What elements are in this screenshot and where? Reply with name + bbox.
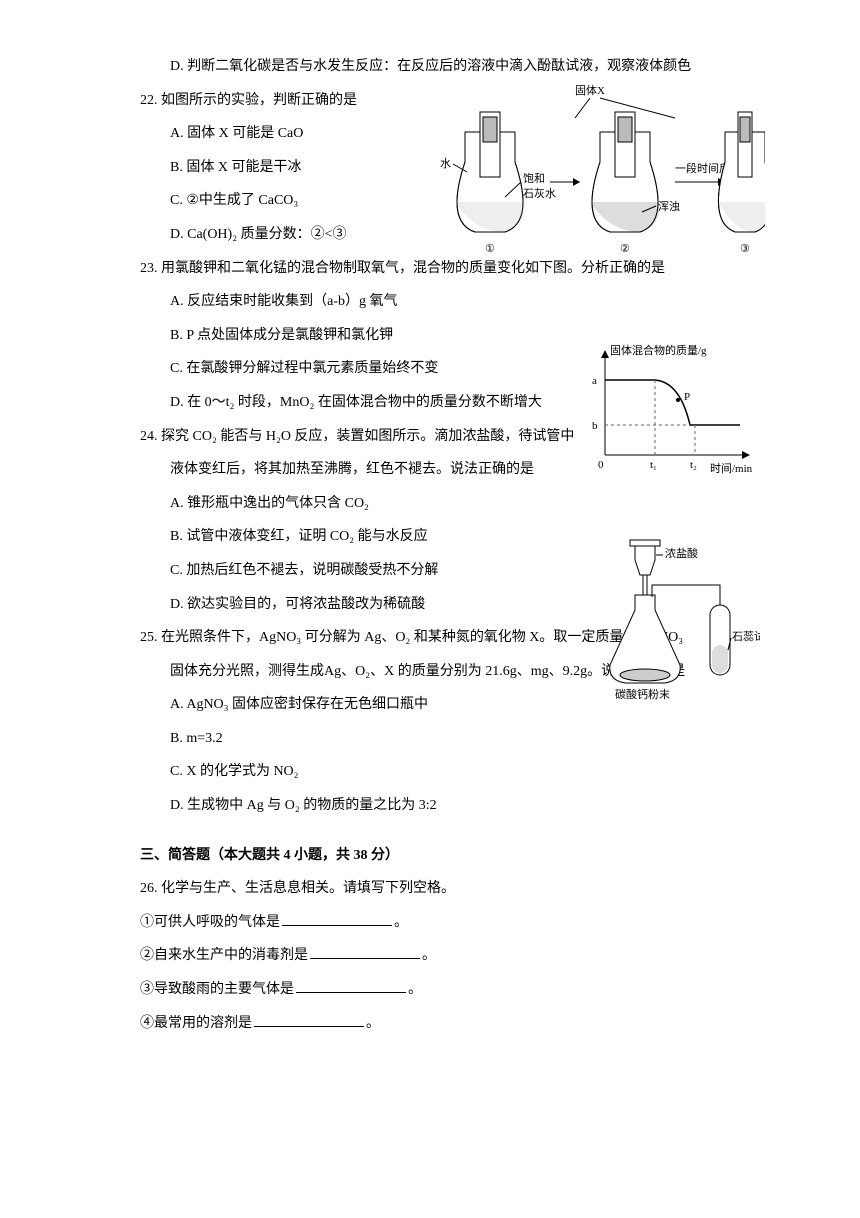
q25-opt-d: D. 生成物中 Ag 与 O₂ 的物质的量之比为 3:2 — [140, 789, 750, 823]
svg-text:水: 水 — [440, 157, 451, 170]
svg-text:石灰水: 石灰水 — [523, 186, 556, 200]
svg-text:t₁: t₁ — [650, 459, 657, 471]
svg-text:③: ③ — [740, 243, 750, 255]
svg-text:b: b — [592, 420, 598, 432]
period: 。 — [394, 915, 408, 930]
q24-opt-b: B. 试管中液体变红，证明 CO₂ 能与水反应 — [140, 520, 570, 554]
q24-opt-a: A. 锥形瓶中逸出的气体只含 CO₂ — [140, 487, 570, 521]
q26-b3-text: ③导致酸雨的主要气体是 — [140, 982, 294, 997]
period: 。 — [422, 948, 436, 963]
q23-figure: 固体混合物的质量/g 时间/min a b P 0 t₁ t₂ — [580, 340, 760, 480]
label-solid-x: 固体X — [575, 83, 605, 97]
svg-text:a: a — [592, 375, 597, 387]
svg-text:固体混合物的质量/g: 固体混合物的质量/g — [610, 343, 707, 357]
blank-field[interactable] — [296, 979, 406, 993]
q23-opt-b: B. P 点处固体成分是氯酸钾和氯化钾 — [140, 319, 570, 353]
q25-opt-b: B. m=3.2 — [140, 722, 750, 756]
q24-opt-c: C. 加热后红色不褪去，说明碳酸受热不分解 — [140, 554, 570, 588]
section-3-title: 三、简答题（本大题共 4 小题，共 38 分） — [140, 839, 750, 873]
q22-figure: 固体X 水 饱和 石灰水 ① 浑浊 ② 一段时间后 ③ — [425, 82, 765, 272]
svg-text:0: 0 — [598, 459, 604, 471]
q26-blank-1: ①可供人呼吸的气体是 。 — [140, 906, 750, 940]
q23-opt-d: D. 在 0～t₂ 时段，MnO₂ 在固体混合物中的质量分数不断增大 — [140, 386, 570, 420]
svg-text:②: ② — [620, 243, 630, 255]
svg-text:饱和: 饱和 — [523, 171, 545, 185]
q23-opt-c: C. 在氯酸钾分解过程中氯元素质量始终不变 — [140, 352, 570, 386]
svg-text:P: P — [684, 391, 690, 403]
q26-stem: 26. 化学与生产、生活息息相关。请填写下列空格。 — [140, 872, 750, 906]
q26-b4-text: ④最常用的溶剂是 — [140, 1016, 252, 1031]
blank-field[interactable] — [254, 1013, 364, 1027]
q26-blank-2: ②自来水生产中的消毒剂是 。 — [140, 939, 750, 973]
q26-blank-3: ③导致酸雨的主要气体是 。 — [140, 973, 750, 1007]
q26-blank-4: ④最常用的溶剂是 。 — [140, 1007, 750, 1041]
blank-field[interactable] — [282, 912, 392, 926]
q24-opt-d: D. 欲达实验目的，可将浓盐酸改为稀硫酸 — [140, 588, 570, 622]
q25-opt-c: C. X 的化学式为 NO₂ — [140, 755, 750, 789]
period: 。 — [366, 1016, 380, 1031]
q24-figure: 浓盐酸 碳酸钙粉末 石蕊试液 — [580, 535, 760, 705]
svg-text:浓盐酸: 浓盐酸 — [665, 546, 698, 560]
q21-opt-d: D. 判断二氧化碳是否与水发生反应：在反应后的溶液中滴入酚酞试液，观察液体颜色 — [140, 50, 750, 84]
q26-b1-text: ①可供人呼吸的气体是 — [140, 915, 280, 930]
svg-text:浑浊: 浑浊 — [658, 200, 680, 213]
flask-3: ③ — [718, 112, 765, 255]
q23-opt-a: A. 反应结束时能收集到（a-b）g 氧气 — [140, 285, 570, 319]
svg-text:t₂: t₂ — [690, 459, 697, 471]
svg-text:①: ① — [485, 243, 495, 255]
flask-1: 水 饱和 石灰水 ① — [440, 112, 556, 255]
period: 。 — [408, 982, 422, 997]
svg-text:碳酸钙粉末: 碳酸钙粉末 — [615, 687, 670, 701]
q26-b2-text: ②自来水生产中的消毒剂是 — [140, 948, 308, 963]
svg-text:时间/min: 时间/min — [710, 462, 753, 475]
flask-2: 浑浊 ② — [590, 112, 680, 255]
blank-field[interactable] — [310, 945, 420, 959]
svg-text:石蕊试液: 石蕊试液 — [732, 629, 760, 643]
